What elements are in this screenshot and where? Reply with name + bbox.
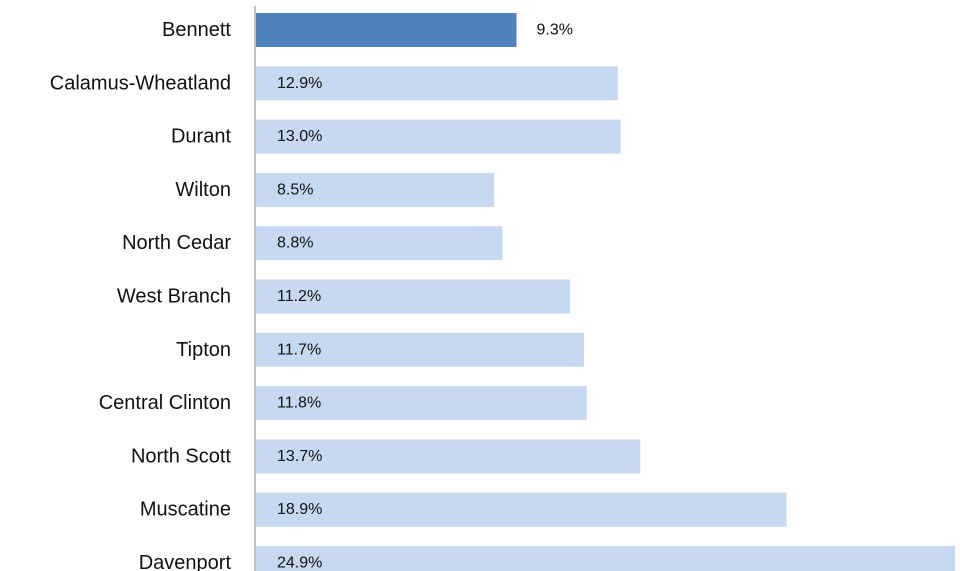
category-label: Durant <box>171 126 231 148</box>
bar-davenport <box>256 546 956 571</box>
data-label: 9.3% <box>537 22 573 39</box>
category-label: Muscatine <box>140 499 231 521</box>
data-label: 11.7% <box>277 341 321 358</box>
bar-bennett <box>256 13 517 47</box>
data-label: 11.8% <box>277 395 321 412</box>
data-label: 11.2% <box>277 288 321 305</box>
bar-wilton <box>256 172 495 207</box>
category-label: Tipton <box>176 339 231 361</box>
data-label: 24.9% <box>277 555 322 571</box>
category-label: Wilton <box>175 179 231 201</box>
category-label: West Branch <box>117 286 231 308</box>
bar-west-branch <box>256 279 570 314</box>
data-label: 12.9% <box>277 75 322 92</box>
category-label: Davenport <box>139 552 232 571</box>
category-label: North Cedar <box>122 232 231 254</box>
data-label: 8.5% <box>277 181 313 198</box>
bar-durant <box>256 119 621 154</box>
data-label: 8.8% <box>277 235 313 252</box>
category-label: Bennett <box>162 19 231 41</box>
bar-central-clinton <box>256 386 587 421</box>
category-label: Central Clinton <box>99 392 231 414</box>
bar-tipton <box>256 332 585 367</box>
category-label: Calamus-Wheatland <box>50 72 231 94</box>
bars-layer <box>256 13 956 571</box>
bar-calamus-wheatland <box>256 66 618 101</box>
labels-layer: Bennett 9.3% Calamus-Wheatland 12.9% Durant 1… <box>50 19 573 571</box>
data-label: 13.7% <box>277 448 322 465</box>
bar-muscatine <box>256 492 787 527</box>
bar-north-scott <box>256 439 641 474</box>
data-label: 13.0% <box>277 128 322 145</box>
bar-north-cedar <box>256 226 503 261</box>
data-label: 18.9% <box>277 501 322 518</box>
category-label: North Scott <box>131 445 231 467</box>
